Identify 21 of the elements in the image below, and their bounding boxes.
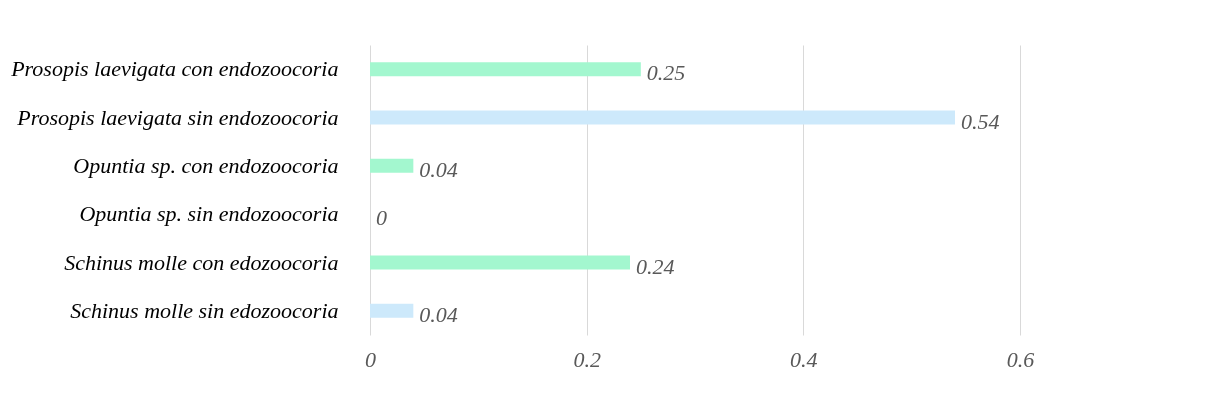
data-label: 0.24 [636, 253, 675, 279]
data-label: 0.54 [961, 108, 1000, 134]
data-label: 0 [376, 205, 387, 231]
data-label: 0.25 [646, 60, 686, 86]
y-tick-label: Prosopis laevigata con endozoocoria [10, 56, 339, 82]
x-tick-label: 0.4 [790, 346, 818, 372]
y-tick-label: Schinus molle sin edozoocoria [70, 297, 339, 323]
y-tick-label: Prosopis laevigata sin endozoocoria [16, 104, 339, 130]
y-tick-label: Opuntia sp. con endozoocoria [73, 152, 339, 178]
x-tick-label: 0 [365, 346, 376, 372]
x-tick-label: 0.6 [1006, 346, 1035, 372]
data-label: 0.04 [419, 156, 458, 182]
y-tick-label: Schinus molle con edozoocoria [64, 249, 339, 275]
bar [370, 158, 414, 173]
y-tick-label: Opuntia sp. sin endozoocoria [79, 201, 339, 227]
bar [370, 110, 955, 125]
bar [370, 255, 630, 270]
x-tick-label: 0.2 [573, 346, 601, 372]
data-label: 0.04 [419, 301, 458, 327]
bar [370, 303, 414, 318]
bar [370, 62, 641, 77]
